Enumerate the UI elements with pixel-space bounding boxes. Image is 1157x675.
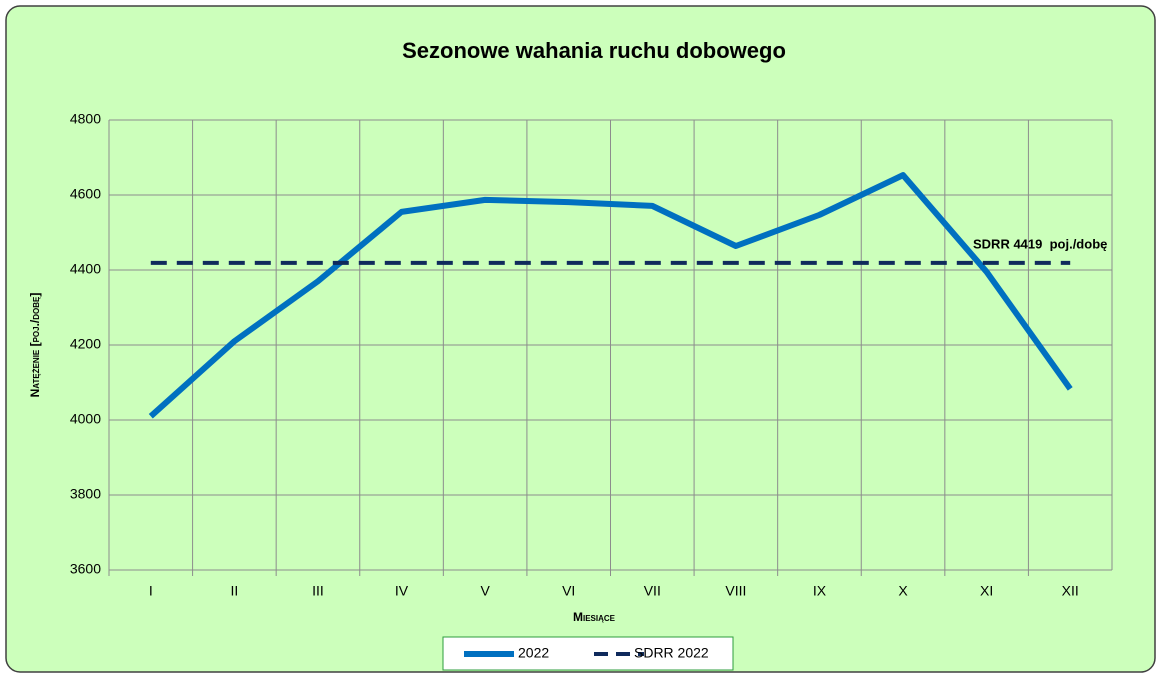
x-tick-label: III bbox=[312, 583, 324, 599]
x-tick-label: XII bbox=[1062, 583, 1079, 599]
line bbox=[148, 172, 1073, 419]
x-tick-label: VI bbox=[562, 583, 575, 599]
legend-label: 2022 bbox=[518, 645, 549, 661]
y-tick-label: 3600 bbox=[70, 561, 101, 577]
x-tick-label: IX bbox=[813, 583, 827, 599]
annotation: SDRR 4419 poj./dobę bbox=[973, 236, 1107, 251]
y-tick-label: 4200 bbox=[70, 336, 101, 352]
y-tick-label: 4400 bbox=[70, 261, 101, 277]
x-tick-label: II bbox=[230, 583, 238, 599]
x-tick-label: IV bbox=[395, 583, 409, 599]
chart-background bbox=[5, 5, 1156, 673]
y-tick-label: 4600 bbox=[70, 186, 101, 202]
y-tick-label: 3800 bbox=[70, 486, 101, 502]
x-tick-label: V bbox=[480, 583, 490, 599]
x-tick-label: VII bbox=[644, 583, 661, 599]
y-axis-label: Natężenie [poj./dobę] bbox=[28, 293, 42, 398]
x-axis-label: Miesiące bbox=[573, 610, 616, 624]
y-tick-label: 4000 bbox=[70, 411, 101, 427]
chart-title: Sezonowe wahania ruchu dobowego bbox=[402, 38, 786, 63]
legend-label: SDRR 2022 bbox=[634, 645, 709, 661]
x-tick-label: XI bbox=[980, 583, 993, 599]
x-tick-label: I bbox=[149, 583, 153, 599]
y-tick-label: 4800 bbox=[70, 111, 101, 127]
x-tick-label: VIII bbox=[725, 583, 746, 599]
x-tick-label: X bbox=[898, 583, 908, 599]
